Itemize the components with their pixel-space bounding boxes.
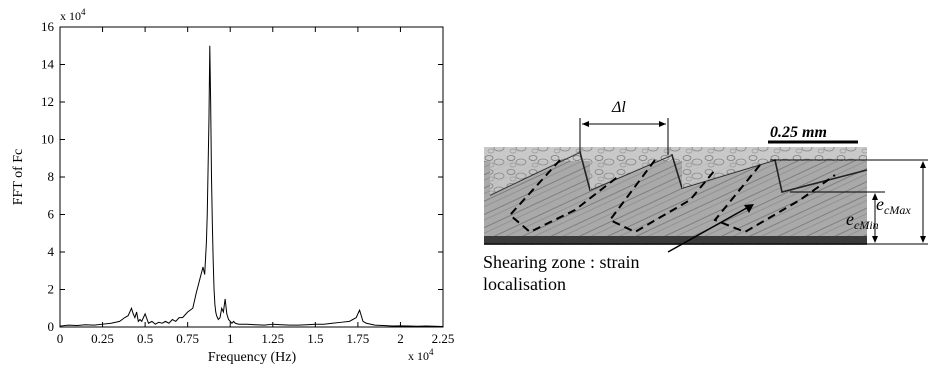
scale-label: 0.25 mm	[770, 124, 827, 141]
y-tick-label-1: 2	[48, 282, 55, 297]
caption-line-2: localisation	[483, 274, 566, 294]
y-tick-label-4: 8	[48, 169, 55, 184]
x-tick-label-0: 0	[57, 331, 64, 346]
x-tick-label-2: 0.5	[137, 331, 153, 346]
y-tick-label-8: 16	[41, 19, 55, 34]
x-tick-label-5: 1.25	[261, 331, 284, 346]
y-tick-label-5: 10	[41, 132, 54, 147]
ecmax-label: ecMax	[876, 194, 911, 217]
ecmax-arrowhead-top	[920, 161, 926, 168]
ecmin-arrowhead-bottom	[872, 236, 878, 243]
delta-arrowhead-right	[659, 121, 666, 127]
x-tick-label-8: 2	[397, 331, 404, 346]
x-tick-label-3: 0.75	[176, 331, 199, 346]
y-axis-label: FFT of Fc	[11, 149, 26, 206]
y-multiplier: x 104	[60, 7, 86, 23]
fft-chart: 0 2 4 6 8 10 12 14 16 0 0.25 0.5 0.75 1 1.25 1.5 1.75 2 2…	[11, 7, 454, 365]
ecmax-arrowhead-bottom	[920, 236, 926, 243]
y-tick-label-0: 0	[48, 319, 55, 334]
y-tick-label-6: 12	[41, 94, 54, 109]
delta-arrowhead-left	[582, 121, 589, 127]
caption-line-1: Shearing zone : strain	[483, 252, 639, 272]
x-axis-label: Frequency (Hz)	[208, 350, 297, 365]
y-tick-label-3: 6	[48, 207, 55, 222]
bottom-band	[484, 236, 867, 244]
x-tick-label-1: 0.25	[91, 331, 114, 346]
plot-frame	[60, 27, 443, 327]
y-tick-label-2: 4	[48, 244, 55, 259]
chip-micrograph: Δl 0.25 mm ecMin ecMax Shearing zone : s…	[483, 99, 928, 294]
x-tick-label-7: 1.75	[347, 331, 370, 346]
delta-l-label: Δl	[611, 99, 626, 116]
x-tick-label-4: 1	[227, 331, 234, 346]
x-tick-label-9: 2.25	[432, 331, 455, 346]
x-tick-label-6: 1.5	[307, 331, 323, 346]
x-multiplier: x 104	[408, 347, 434, 363]
y-tick-label-7: 14	[41, 57, 55, 72]
